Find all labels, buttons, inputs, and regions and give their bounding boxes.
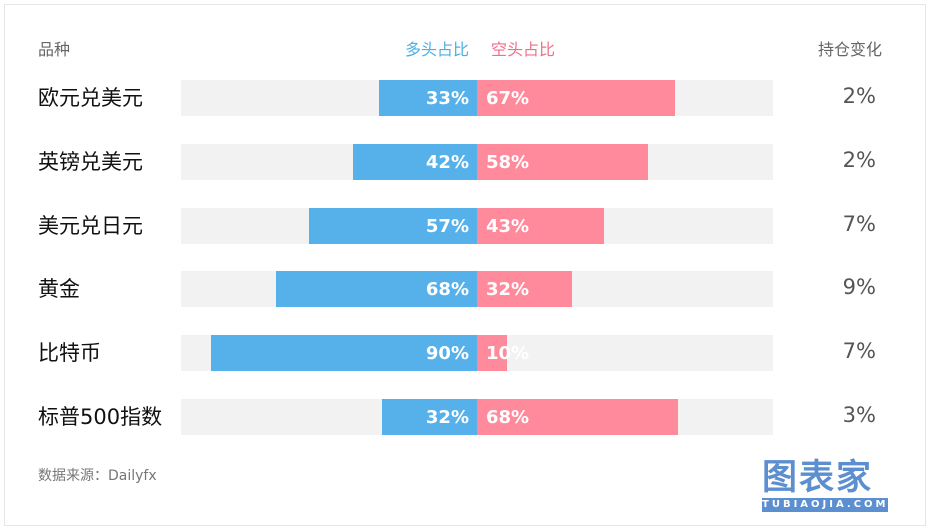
bar-short-share <box>477 208 605 244</box>
position-change-value: 2% <box>842 148 876 172</box>
data-label-long: 32% <box>425 407 469 428</box>
row-4: 比特币 90% 10% 7% <box>0 335 932 371</box>
position-change-value: 9% <box>842 275 876 299</box>
data-label-long: 68% <box>425 279 469 300</box>
position-change-value: 2% <box>842 84 876 108</box>
data-label-short: 58% <box>486 152 530 173</box>
data-label-long: 42% <box>425 152 469 173</box>
position-change-value: 3% <box>842 403 876 427</box>
row-0: 欧元兑美元 33% 67% 2% <box>0 80 932 116</box>
header-long-share: 多头占比 <box>405 40 470 59</box>
source-note: 数据来源：Dailyfx <box>38 468 157 484</box>
category-label: 标普500指数 <box>38 405 163 429</box>
category-label: 黄金 <box>38 277 80 301</box>
position-change-value: 7% <box>842 339 876 363</box>
header-category: 品种 <box>38 40 71 59</box>
data-label-short: 32% <box>486 279 530 300</box>
row-1: 英镑兑美元 42% 58% 2% <box>0 144 932 180</box>
brand-logo: 图表家 TUBIAOJIA.COM <box>758 458 890 514</box>
row-3: 黄金 68% 32% 9% <box>0 271 932 307</box>
bar-short-share <box>477 144 649 180</box>
category-label: 比特币 <box>38 341 101 365</box>
logo-wordmark: 图表家 <box>762 458 874 498</box>
bar-long-share <box>211 335 477 371</box>
bar-long-share <box>276 271 477 307</box>
bar-long-share <box>382 399 477 435</box>
data-label-short: 43% <box>486 216 530 237</box>
bar-long-share <box>352 144 477 180</box>
data-label-long: 57% <box>425 216 469 237</box>
data-label-short: 68% <box>486 407 530 428</box>
bar-short-share <box>477 271 572 307</box>
category-label: 英镑兑美元 <box>38 150 143 174</box>
bar-short-share <box>477 335 507 371</box>
category-label: 欧元兑美元 <box>38 86 143 110</box>
logo-domain: TUBIAOJIA.COM <box>762 498 889 512</box>
chart-frame <box>4 4 926 526</box>
bar-short-share <box>477 80 675 116</box>
header-short-share: 空头占比 <box>491 40 556 59</box>
data-label-short: 67% <box>486 88 530 109</box>
bar-long-share <box>379 80 477 116</box>
data-label-long: 90% <box>425 343 469 364</box>
bar-long-share <box>308 208 477 244</box>
row-2: 美元兑日元 57% 43% 7% <box>0 208 932 244</box>
data-label-long: 33% <box>425 88 469 109</box>
category-label: 美元兑日元 <box>38 214 143 238</box>
header-position-change: 持仓变化 <box>817 40 882 59</box>
position-change-value: 7% <box>842 212 876 236</box>
row-5: 标普500指数 32% 68% 3% <box>0 399 932 435</box>
data-label-short: 10% <box>486 343 530 364</box>
bar-short-share <box>477 399 678 435</box>
